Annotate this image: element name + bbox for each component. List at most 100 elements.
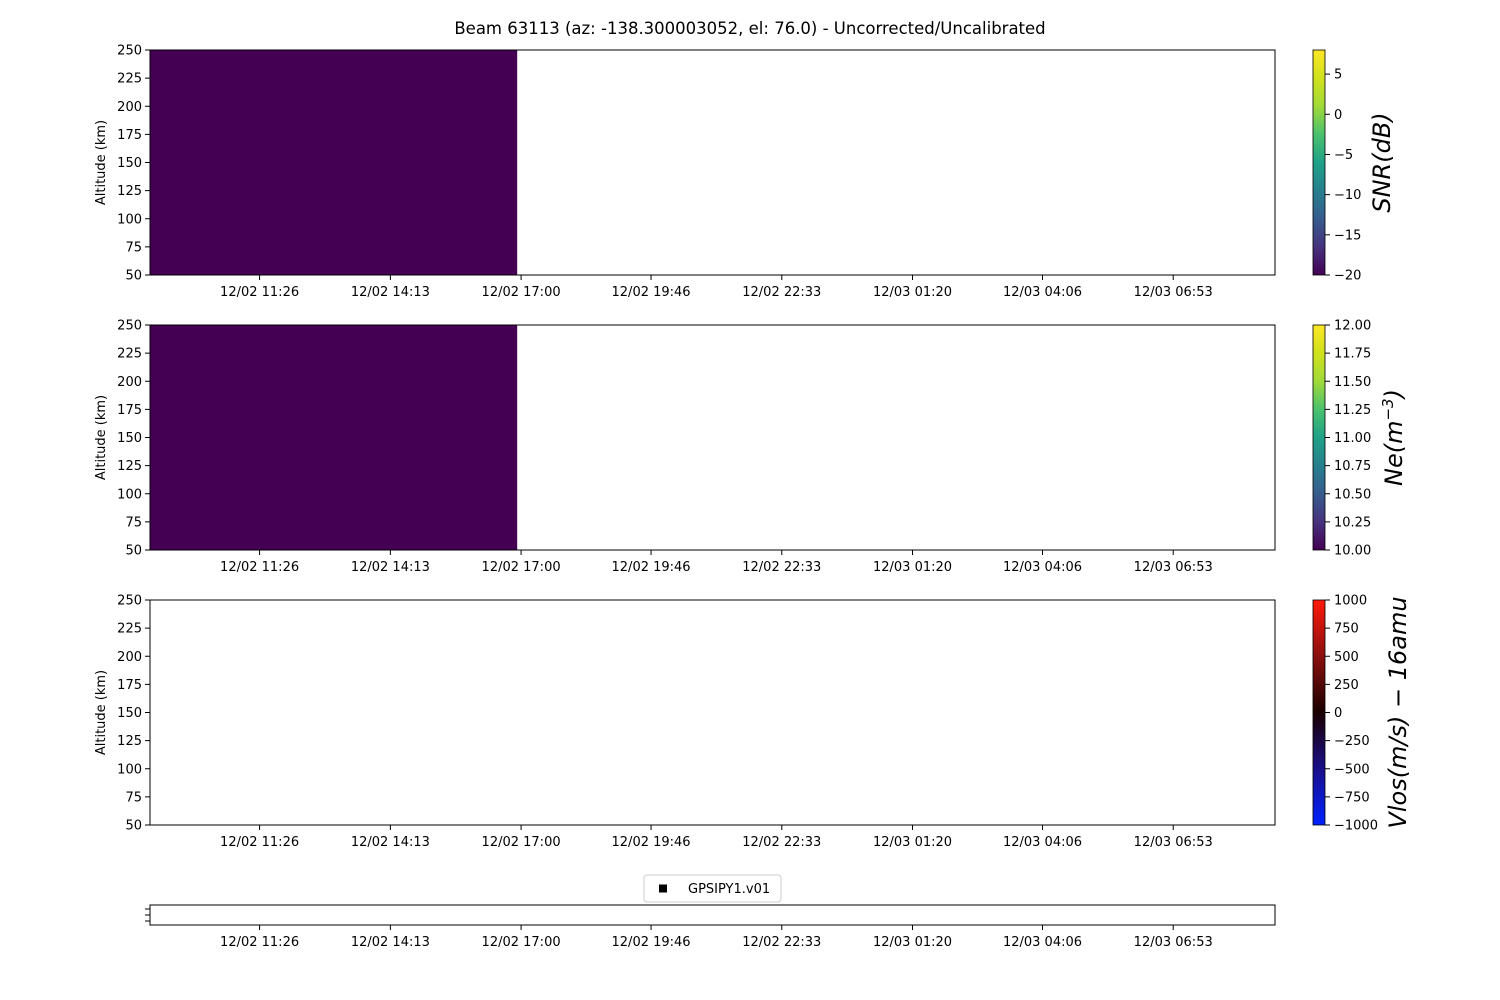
y-tick-label: 75 — [125, 240, 142, 255]
x-tick-label: 12/02 11:26 — [220, 285, 299, 300]
y-tick-label: 225 — [117, 622, 142, 637]
colorbar-tick-label: 12.00 — [1334, 319, 1371, 334]
x-tick-label: 12/02 22:33 — [742, 935, 821, 950]
x-tick-label: 12/03 06:53 — [1134, 285, 1213, 300]
status-panel: GPSIPY1.v01 12/02 11:26 12/02 14:13 12/02 … — [145, 874, 1276, 950]
colorbar-tick-label: 750 — [1334, 622, 1359, 637]
y-tick-label: 150 — [117, 706, 142, 721]
colorbar-tick-label: −15 — [1334, 228, 1361, 243]
x-tick-label: 12/02 19:46 — [612, 935, 691, 950]
vlos-colorbar: −1000 −750 −500 −250 0 250 500 750 1000 Vlos(m/s… — [1312, 594, 1412, 834]
x-tick-label: 12/02 17:00 — [482, 560, 561, 575]
colorbar-tick-label: −250 — [1334, 734, 1370, 749]
colorbar-tick-label: 10.75 — [1334, 459, 1371, 474]
x-tick-label: 12/02 14:13 — [351, 285, 430, 300]
colorbar-tick-label: 10.25 — [1334, 515, 1371, 530]
colorbar-tick-label: −750 — [1334, 790, 1370, 805]
colorbar-tick-label: 0 — [1334, 706, 1342, 721]
snr-heatmap — [150, 50, 518, 275]
colorbar-tick-label: 250 — [1334, 678, 1359, 693]
y-tick-label: 250 — [117, 44, 142, 59]
snr-x-ticks: 12/02 11:26 12/02 14:13 12/02 17:00 12/02 1… — [220, 275, 1213, 300]
x-tick-label: 12/03 04:06 — [1003, 285, 1082, 300]
colorbar-tick-label: −1000 — [1334, 819, 1378, 834]
ne-colorbar: 10.00 10.25 10.50 10.75 11.00 11.25 11.50 11.75… — [1312, 319, 1408, 559]
colorbar-tick-label: 10.00 — [1334, 544, 1371, 559]
y-tick-label: 100 — [117, 762, 142, 777]
x-tick-label: 12/02 11:26 — [220, 560, 299, 575]
vlos-x-ticks: 12/02 11:26 12/02 14:13 12/02 17:00 12/02 1… — [220, 825, 1213, 850]
ne-colorbar-ticks: 10.00 10.25 10.50 10.75 11.00 11.25 11.50 11.75… — [1325, 319, 1371, 559]
y-tick-label: 75 — [125, 515, 142, 530]
snr-colorbar-gradient — [1312, 49, 1326, 276]
vlos-colorbar-gradient — [1312, 599, 1326, 826]
figure-title: Beam 63113 (az: -138.300003052, el: 76.0… — [454, 19, 1045, 38]
y-tick-label: 150 — [117, 156, 142, 171]
x-tick-label: 12/03 06:53 — [1134, 935, 1213, 950]
colorbar-tick-label: −500 — [1334, 762, 1370, 777]
x-tick-label: 12/02 22:33 — [742, 835, 821, 850]
x-tick-label: 12/03 06:53 — [1134, 560, 1213, 575]
x-tick-label: 12/03 04:06 — [1003, 560, 1082, 575]
colorbar-tick-label: 11.50 — [1334, 375, 1371, 390]
snr-colorbar: −20 −15 −10 −5 0 5 SNR(dB) — [1312, 49, 1396, 284]
colorbar-tick-label: 10.50 — [1334, 487, 1371, 502]
colorbar-tick-label: −5 — [1334, 148, 1353, 163]
x-tick-label: 12/02 14:13 — [351, 835, 430, 850]
vlos-axes-frame — [149, 599, 1276, 826]
x-tick-label: 12/03 01:20 — [873, 935, 952, 950]
colorbar-tick-label: −20 — [1334, 269, 1361, 284]
status-x-ticks: 12/02 11:26 12/02 14:13 12/02 17:00 12/02 1… — [220, 925, 1213, 950]
x-tick-label: 12/02 17:00 — [482, 835, 561, 850]
y-tick-label: 125 — [117, 184, 142, 199]
ne-colorbar-gradient — [1312, 324, 1326, 551]
ne-y-ticks: 50 75 100 125 150 175 200 225 250 — [117, 319, 150, 559]
status-legend-box — [643, 874, 782, 903]
x-tick-label: 12/02 14:13 — [351, 935, 430, 950]
y-tick-label: 175 — [117, 403, 142, 418]
x-tick-label: 12/03 06:53 — [1134, 835, 1213, 850]
colorbar-tick-label: 11.00 — [1334, 431, 1371, 446]
x-tick-label: 12/02 19:46 — [612, 285, 691, 300]
vlos-y-axis-label: Altitude (km) — [94, 670, 109, 755]
y-tick-label: 50 — [125, 819, 142, 834]
y-tick-label: 200 — [117, 375, 142, 390]
status-legend[interactable]: GPSIPY1.v01 — [643, 874, 782, 903]
colorbar-tick-label: 5 — [1334, 68, 1342, 83]
colorbar-tick-label: 11.75 — [1334, 347, 1371, 362]
y-tick-label: 225 — [117, 72, 142, 87]
y-tick-label: 100 — [117, 212, 142, 227]
x-tick-label: 12/03 01:20 — [873, 285, 952, 300]
x-tick-label: 12/02 19:46 — [612, 560, 691, 575]
heatmap-cell-block — [150, 325, 518, 550]
x-tick-label: 12/02 14:13 — [351, 560, 430, 575]
y-tick-label: 125 — [117, 734, 142, 749]
y-tick-label: 250 — [117, 594, 142, 609]
x-tick-label: 12/03 01:20 — [873, 560, 952, 575]
status-legend-marker — [659, 884, 667, 893]
y-tick-label: 250 — [117, 319, 142, 334]
colorbar-tick-label: 500 — [1334, 650, 1359, 665]
ne-heatmap — [150, 325, 518, 550]
y-tick-label: 125 — [117, 459, 142, 474]
y-tick-label: 225 — [117, 347, 142, 362]
heatmap-cell-block — [150, 50, 518, 275]
x-tick-label: 12/02 19:46 — [612, 835, 691, 850]
snr-y-ticks: 50 75 100 125 150 175 200 225 250 — [117, 44, 150, 284]
colorbar-tick-label: 0 — [1334, 108, 1342, 123]
x-tick-label: 12/02 11:26 — [220, 835, 299, 850]
colorbar-tick-label: 1000 — [1334, 594, 1367, 609]
vlos-colorbar-label: Vlos(m/s) − 16amu — [1384, 596, 1412, 828]
y-tick-label: 50 — [125, 544, 142, 559]
y-tick-label: 50 — [125, 269, 142, 284]
snr-colorbar-label: SNR(dB) — [1368, 112, 1396, 212]
x-tick-label: 12/03 04:06 — [1003, 835, 1082, 850]
colorbar-tick-label: 11.25 — [1334, 403, 1371, 418]
y-tick-label: 75 — [125, 790, 142, 805]
ne-x-ticks: 12/02 11:26 12/02 14:13 12/02 17:00 12/02 1… — [220, 550, 1213, 575]
ne-y-axis-label: Altitude (km) — [94, 395, 109, 480]
x-tick-label: 12/02 17:00 — [482, 285, 561, 300]
